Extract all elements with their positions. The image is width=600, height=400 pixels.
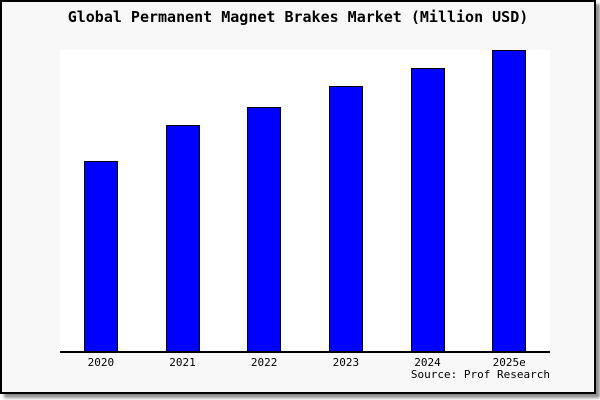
- bar-2023: [328, 86, 363, 351]
- bar-slot-2020: [60, 50, 142, 351]
- bar-slot-2022: [223, 50, 305, 351]
- bar-2020: [83, 161, 118, 351]
- x-tick-label-2021: 2021: [169, 356, 196, 369]
- x-axis-line: [60, 351, 550, 353]
- bar-slot-2021: [142, 50, 224, 351]
- bar-2022: [247, 107, 282, 351]
- x-tick-label-2024: 2024: [414, 356, 441, 369]
- bar-2025e: [492, 50, 527, 351]
- plot-area: [60, 50, 550, 351]
- bar-2021: [165, 125, 200, 351]
- bar-slot-2024: [387, 50, 469, 351]
- bar-slot-2025e: [468, 50, 550, 351]
- x-tick-label-2020: 2020: [87, 356, 115, 369]
- source-credit: Source: Prof Research: [410, 368, 550, 381]
- bar-slot-2023: [305, 50, 387, 351]
- x-tick-label-2022: 2022: [250, 356, 278, 369]
- chart-window: Global Permanent Magnet Brakes Market (M…: [0, 0, 596, 394]
- chart-title: Global Permanent Magnet Brakes Market (M…: [67, 8, 529, 26]
- bar-2024: [410, 68, 445, 351]
- x-tick-label-2023: 2023: [332, 356, 360, 369]
- x-tick-label-2025e: 2025e: [492, 356, 526, 369]
- x-axis-tick-labels: 2020 2021 2022 2023 2024 2025e: [60, 356, 550, 369]
